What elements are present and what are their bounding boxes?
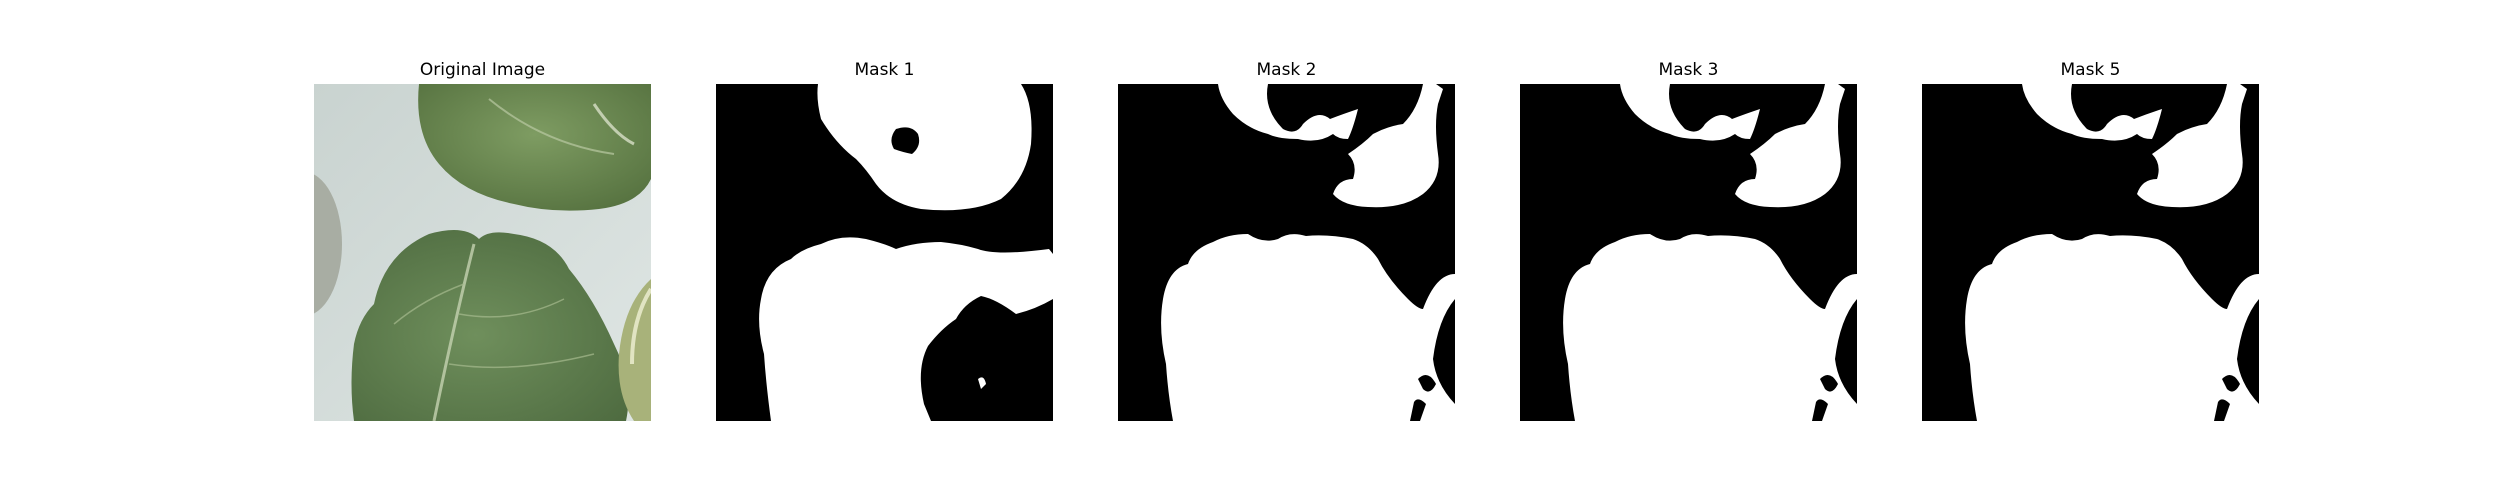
- mask-3-image: [1520, 84, 1857, 421]
- mask-2-image: [1118, 84, 1455, 421]
- bottom-leaf: [351, 230, 629, 421]
- panel-title: Mask 3: [1658, 60, 1719, 80]
- top-leaf: [418, 84, 651, 211]
- mask-5-image: [1922, 84, 2259, 421]
- mask-region-top-right: [1735, 84, 1845, 208]
- mask-region-top-left: [1620, 84, 1760, 141]
- mask-region-top-left: [1218, 84, 1358, 141]
- mask-region-bottom: [1563, 234, 1857, 421]
- mask-notch: [1820, 375, 1838, 392]
- mask-region-bottom: [1161, 234, 1455, 421]
- bottom-leaf-vein: [458, 298, 565, 318]
- bottom-leaf-midrib: [432, 243, 476, 421]
- mask-notch: [2214, 399, 2230, 421]
- mask-3-panel: Mask 3: [1520, 60, 1857, 421]
- mask-5-panel: Mask 5: [1922, 60, 2259, 421]
- bottom-leaf-vein: [448, 353, 595, 369]
- original-image: [314, 84, 651, 421]
- mask-region-top-left: [2022, 84, 2162, 141]
- right-leaf-edge-highlight: [630, 287, 651, 365]
- mask-2-panel: Mask 2: [1118, 60, 1455, 421]
- mask-region-top-right: [1333, 84, 1443, 208]
- mask-region-top-right: [2137, 84, 2247, 208]
- mask-hole: [891, 127, 920, 154]
- mask-1-panel: Mask 1: [716, 60, 1053, 421]
- mask-notch: [1410, 399, 1426, 421]
- top-leaf-vein: [488, 98, 615, 155]
- panel-title: Original Image: [419, 60, 546, 80]
- mask-notch: [2222, 375, 2240, 392]
- panel-title: Mask 2: [1256, 60, 1317, 80]
- panel-title: Mask 1: [854, 60, 915, 80]
- mask-region-bottom: [759, 237, 1053, 421]
- mask-notch: [1418, 375, 1436, 392]
- original-image-panel: Original Image: [314, 60, 651, 421]
- mask-region-bottom: [1965, 234, 2259, 421]
- top-leaf-vein: [592, 103, 635, 146]
- mask-1-image: [716, 84, 1053, 421]
- panel-title: Mask 5: [2060, 60, 2121, 80]
- mask-region-top: [817, 84, 1032, 211]
- bottom-leaf-vein: [393, 283, 465, 325]
- mask-notch: [1812, 399, 1828, 421]
- right-leaf-edge: [618, 279, 651, 421]
- bowl: [314, 174, 342, 314]
- mask-notch: [978, 377, 986, 389]
